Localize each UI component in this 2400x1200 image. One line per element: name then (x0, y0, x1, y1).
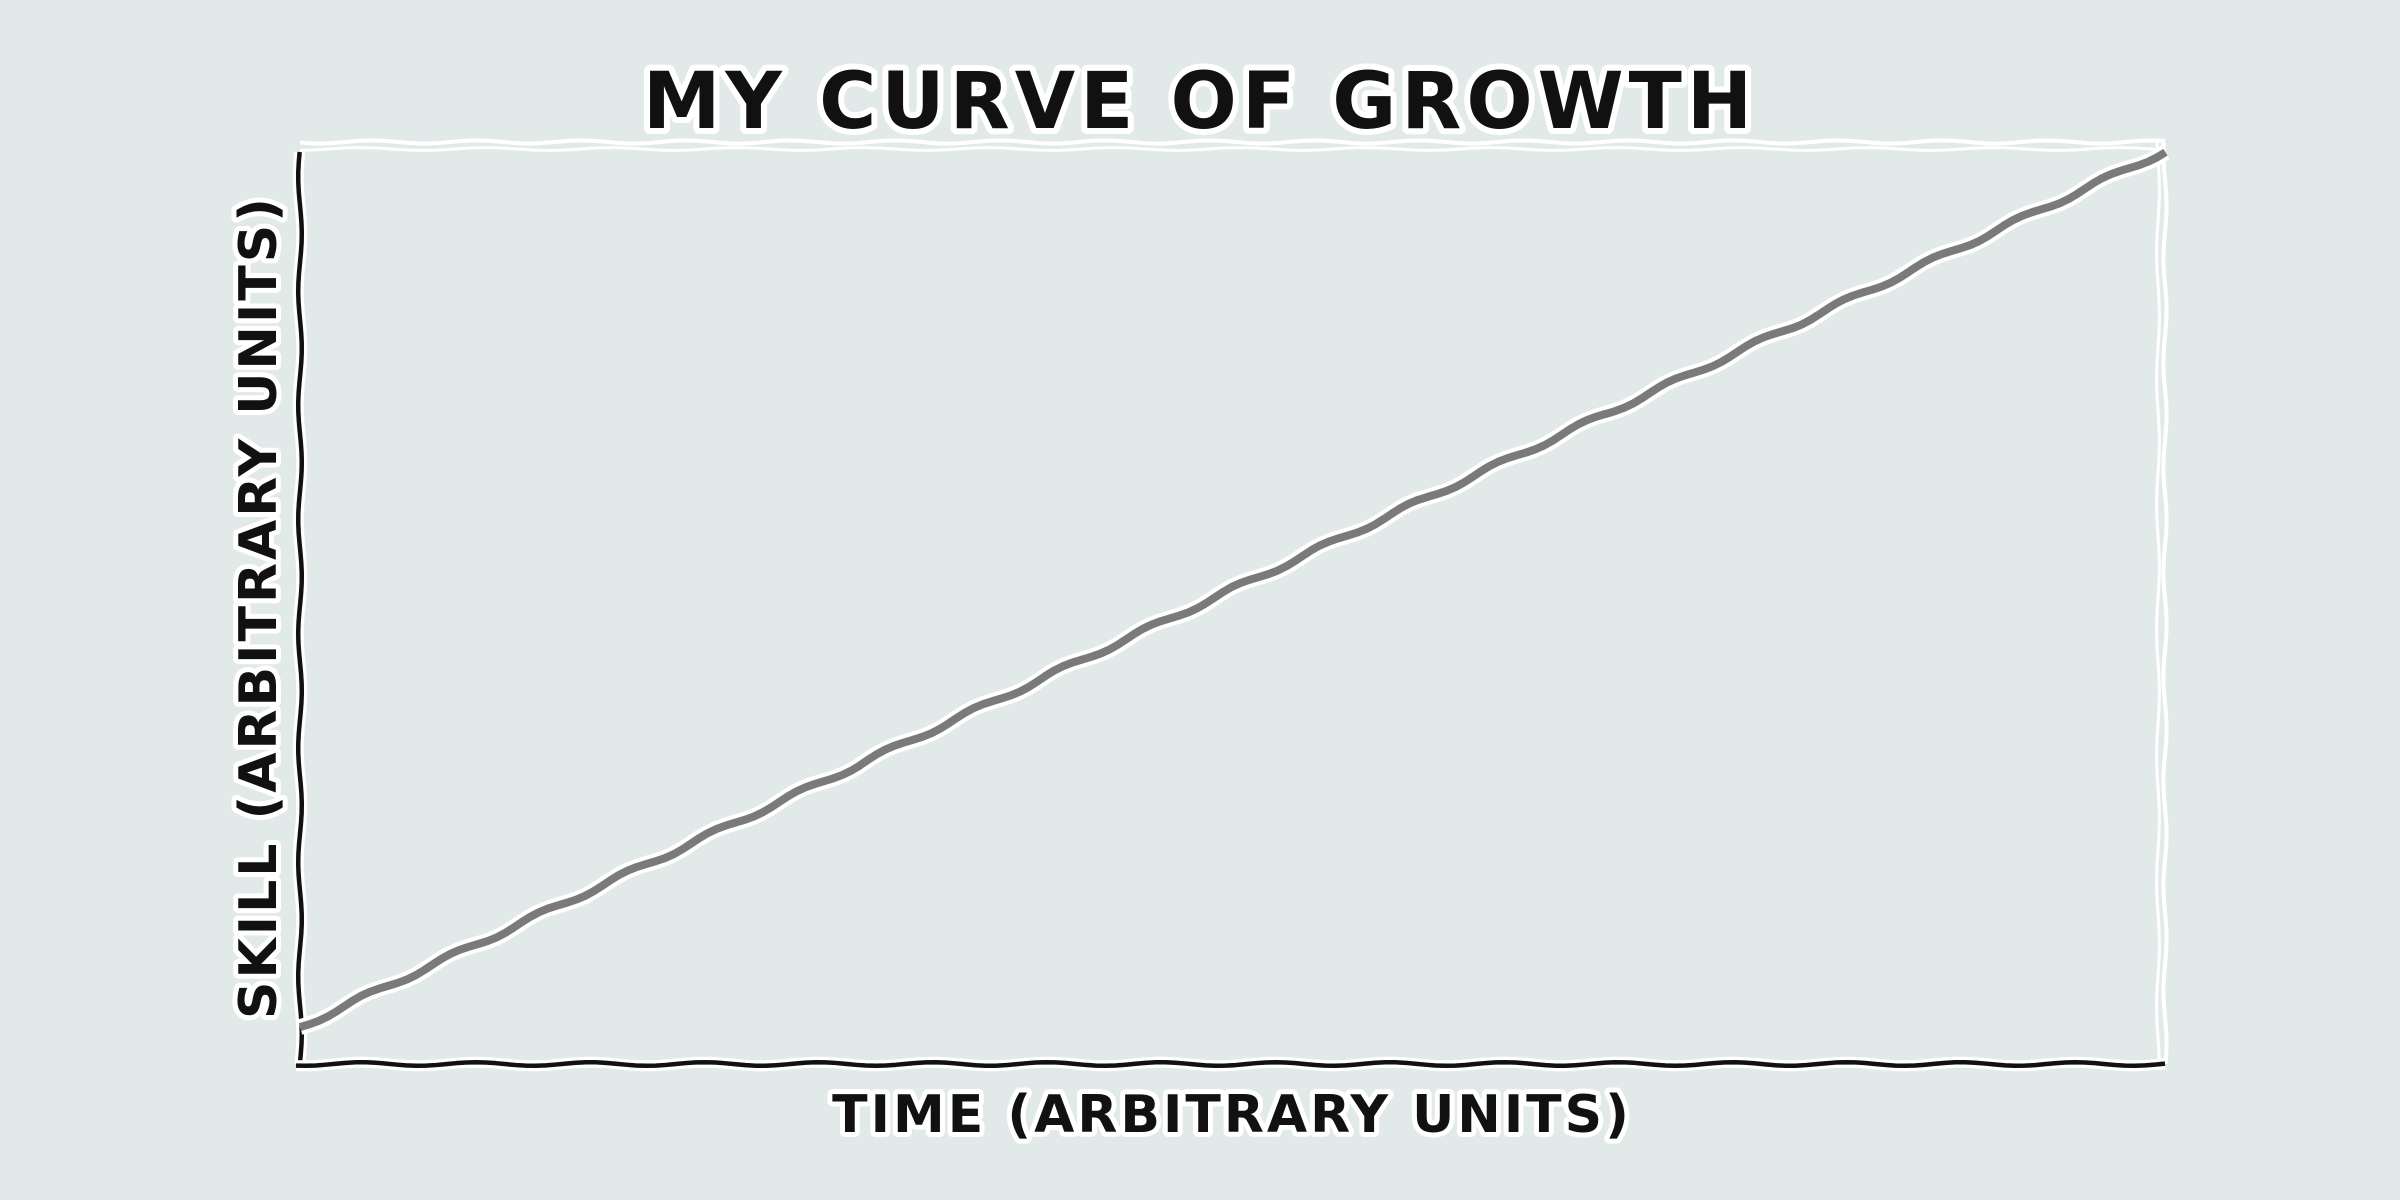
top-spine-inner (299, 146, 2166, 152)
plot-frame (292, 138, 2169, 1072)
right-spine-inner (2155, 141, 2161, 1065)
x-axis-line (295, 1059, 2166, 1069)
series-layer (297, 145, 2170, 1035)
series-0-line (298, 148, 2168, 1031)
y-axis-line (295, 151, 305, 1065)
top-spine (299, 138, 2166, 146)
x-axis-label: TIME (ARBITRARY UNITS) (832, 1085, 1632, 1145)
right-spine (2161, 141, 2169, 1065)
y-axis-label: SKILL (ARBITRARY UNITS) (229, 195, 289, 1019)
chart-title: MY CURVE OF GROWTH (643, 57, 1757, 147)
